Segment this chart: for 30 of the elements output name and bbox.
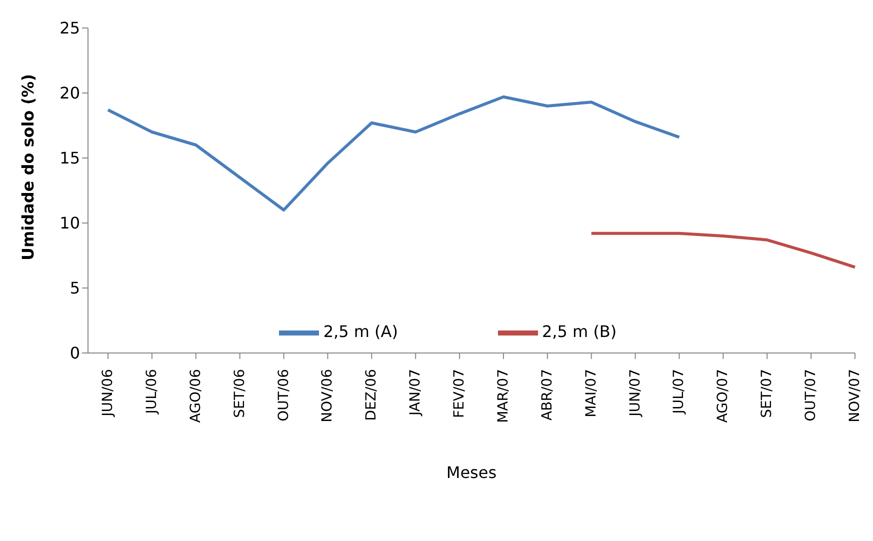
x-tick-label: ABR/07: [539, 369, 556, 420]
y-tick-label: 5: [70, 278, 80, 298]
x-tick-label: FEV/07: [452, 369, 468, 418]
x-tick-label: SET/06: [232, 368, 248, 418]
y-tick-label: 25: [60, 18, 80, 38]
x-tick-label: MAR/07: [495, 369, 512, 423]
x-tick-label: NOV/06: [320, 368, 336, 422]
x-tick-label: JUN/06: [100, 368, 116, 418]
x-axis-title: Meses: [446, 463, 497, 482]
x-tick-label: JUL/06: [144, 368, 160, 415]
x-tick-label: AGO/06: [188, 368, 204, 423]
y-tick-label: 0: [70, 344, 80, 363]
legend-label: 2,5 m (B): [542, 322, 617, 342]
x-tick-label: OUT/06: [276, 368, 292, 422]
line-series: [590, 232, 856, 269]
x-tick-label: JUL/07: [671, 369, 688, 415]
x-tick-label: AGO/07: [715, 369, 732, 423]
x-tick-label: DEZ/06: [364, 368, 380, 421]
line-series: [106, 95, 681, 212]
y-tick-label: 15: [60, 148, 80, 168]
x-tick-label: JAN/07: [408, 369, 424, 416]
x-tick-label: NOV/07: [847, 369, 863, 422]
legend-label: 2,5 m (A): [323, 322, 398, 342]
y-tick-label: 10: [60, 214, 80, 233]
x-tick-label: SET/07: [759, 369, 776, 418]
y-axis-title: Umidade do solo (%): [18, 74, 38, 260]
y-tick-label: 20: [60, 84, 80, 103]
x-tick-label: MAI/07: [583, 369, 600, 418]
x-tick-label: JUN/07: [627, 369, 644, 418]
x-tick-label: OUT/07: [803, 369, 820, 422]
